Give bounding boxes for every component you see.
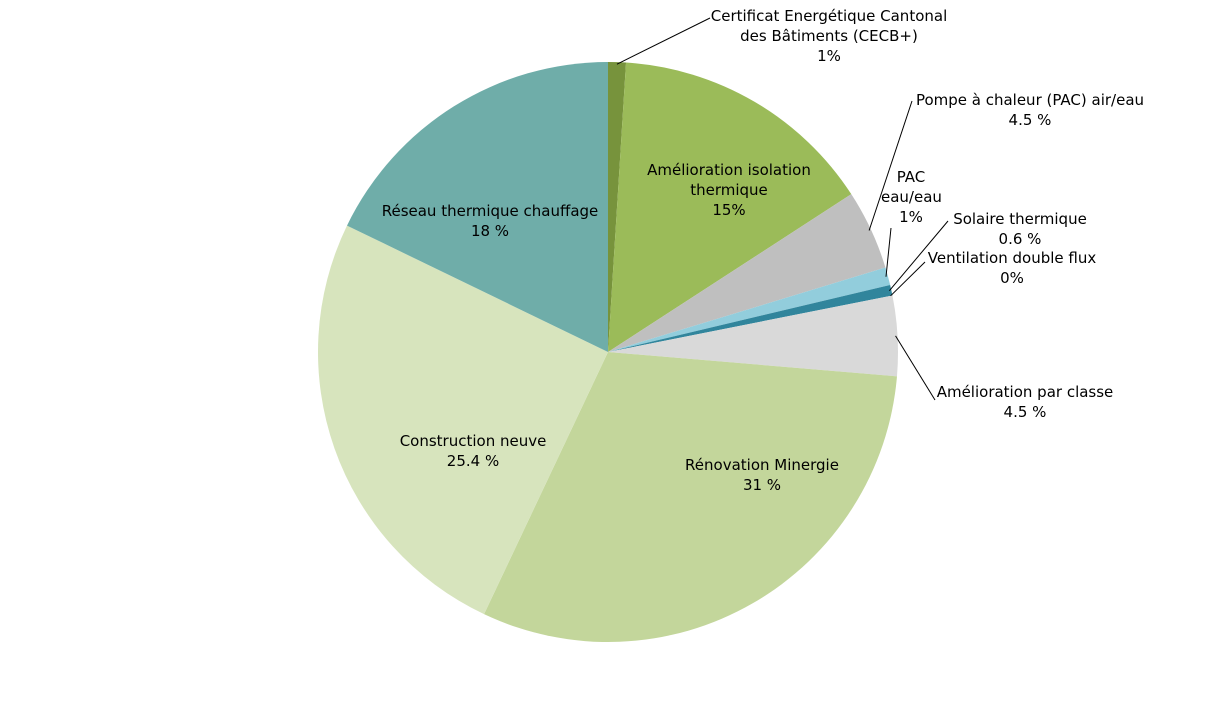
- slice-label: Amélioration par classe 4.5 %: [930, 382, 1120, 422]
- category-label: Ventilation double flux: [927, 249, 1097, 267]
- slice-label: Ventilation double flux 0%: [922, 248, 1102, 288]
- pie-slice: [346, 62, 608, 352]
- value-label: 4.5 %: [1003, 403, 1047, 421]
- value-label: 0.6 %: [998, 230, 1042, 248]
- leader-line: [868, 100, 913, 231]
- category-label: Rénovation Minergie: [685, 456, 839, 474]
- value-label: 31 %: [742, 476, 782, 494]
- value-label: 25.4 %: [446, 452, 500, 470]
- value-label: 4.5 %: [1008, 111, 1052, 129]
- slice-label: Rénovation Minergie 31 %: [672, 455, 852, 495]
- category-label: Solaire thermique: [953, 210, 1087, 228]
- value-label: 1%: [899, 208, 923, 226]
- leader-line: [616, 17, 711, 65]
- slice-label: PAC eau/eau 1%: [881, 167, 942, 227]
- slice-label: Solaire thermique 0.6 %: [945, 209, 1095, 249]
- pie-slice: [317, 225, 608, 615]
- pie-slice: [608, 284, 893, 352]
- slice-label: Réseau thermique chauffage 18 %: [370, 201, 610, 241]
- slice-label: Certificat Energétique Cantonal des Bâti…: [704, 6, 954, 66]
- value-label: 1%: [817, 47, 841, 65]
- leader-line: [895, 335, 936, 401]
- category-label: Amélioration par classe: [936, 383, 1114, 401]
- slice-label: Pompe à chaleur (PAC) air/eau 4.5 %: [900, 90, 1160, 130]
- value-label: 15%: [712, 201, 746, 219]
- category-label: Certificat Energétique Cantonal des Bâti…: [710, 7, 948, 45]
- category-label: Pompe à chaleur (PAC) air/eau: [915, 91, 1145, 109]
- pie-slice: [608, 62, 852, 353]
- category-label: Réseau thermique chauffage: [381, 202, 599, 220]
- value-label: 0%: [1000, 269, 1024, 287]
- pie-slice: [608, 62, 627, 352]
- slice-label: Amélioration isolation thermique 15%: [639, 160, 819, 220]
- category-label: Amélioration isolation thermique: [647, 161, 811, 199]
- pie-slice: [608, 194, 886, 352]
- value-label: 18 %: [470, 222, 510, 240]
- pie-slice: [608, 267, 891, 352]
- pie-slice: [484, 352, 897, 642]
- category-label: Construction neuve: [399, 432, 547, 450]
- leader-line: [889, 220, 949, 291]
- category-label: PAC eau/eau: [881, 168, 942, 206]
- leader-line: [890, 261, 926, 297]
- slice-label: Construction neuve 25.4 %: [373, 431, 573, 471]
- leader-line: [885, 227, 892, 277]
- pie-slice: [608, 295, 898, 377]
